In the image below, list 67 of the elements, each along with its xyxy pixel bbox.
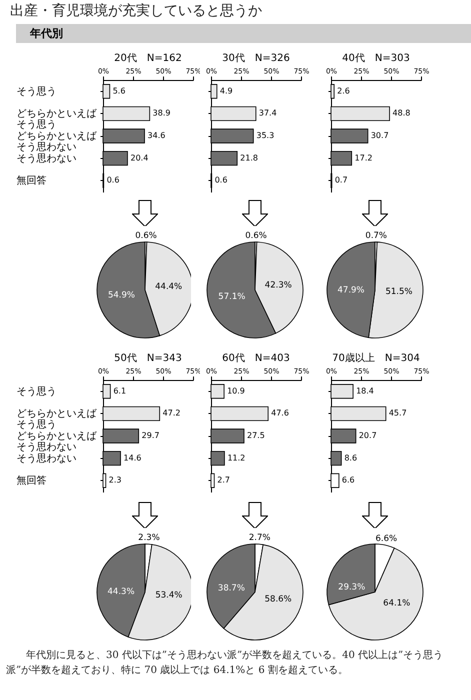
data-label: 6.6% bbox=[376, 534, 398, 544]
data-label: 5.6 bbox=[112, 86, 126, 96]
data-label: 38.7% bbox=[218, 584, 245, 594]
data-label: 44.4% bbox=[155, 282, 182, 292]
data-label: 0.7% bbox=[365, 231, 388, 242]
y-tick-label: そう思う bbox=[16, 386, 56, 398]
data-label: 54.9% bbox=[108, 290, 135, 301]
data-label: 44.3% bbox=[108, 587, 135, 598]
data-label: 57.1% bbox=[218, 292, 246, 302]
data-label: 14.6 bbox=[124, 453, 142, 462]
chart-title: 70歳以上 N=304 bbox=[332, 352, 420, 364]
data-label: 37.4 bbox=[258, 108, 277, 118]
data-label: 2.3% bbox=[138, 533, 160, 544]
data-label: 30.7 bbox=[370, 131, 389, 140]
data-label: 11.2 bbox=[227, 453, 246, 462]
text: 年代別に見ると、30 代以下は”そう思わない派”が半数を超えている。40 代以上は”そう思う派”が半数を超えており、特に 70 歳以上では 64.1%と 6 割を超えている。 bbox=[5, 648, 444, 678]
data-label: 2.6 bbox=[337, 86, 350, 96]
data-label: 47.9% bbox=[338, 285, 365, 296]
data-label: 0.6 bbox=[106, 176, 120, 185]
data-label: 2.7% bbox=[248, 533, 270, 544]
y-tick-label: どちらかといえばそう思わない bbox=[16, 131, 98, 153]
text: 年代別 bbox=[16, 24, 471, 43]
y-tick-label: どちらかといえばそう思わない bbox=[16, 431, 98, 453]
y-tick-label: そう思わない bbox=[16, 453, 76, 464]
data-label: 18.4 bbox=[356, 386, 374, 396]
data-label: 58.6% bbox=[264, 594, 292, 604]
data-label: 27.5 bbox=[247, 431, 265, 440]
data-label: 10.9 bbox=[227, 386, 245, 396]
data-label: 2.7 bbox=[217, 476, 230, 485]
y-tick-label: どちらかといえばそう思う bbox=[16, 108, 98, 131]
data-label: 0.6% bbox=[135, 231, 157, 242]
data-label: 45.7 bbox=[388, 408, 407, 418]
data-label: 6.6 bbox=[342, 476, 355, 485]
text: 出産・育児環境が充実していると思うか bbox=[9, 2, 263, 20]
data-label: 0.6% bbox=[245, 231, 267, 242]
data-label: 8.6 bbox=[344, 453, 358, 462]
data-label: 51.5% bbox=[385, 287, 412, 298]
data-label: 0.7 bbox=[334, 176, 348, 185]
data-label: 34.6 bbox=[148, 131, 166, 140]
y-tick-label: 無回答 bbox=[16, 174, 46, 187]
data-label: 4.9 bbox=[220, 86, 233, 96]
data-label: 64.1% bbox=[383, 598, 410, 608]
data-label: 17.2 bbox=[354, 153, 372, 162]
data-label: 42.3% bbox=[264, 280, 292, 290]
data-label: 48.8 bbox=[392, 108, 410, 118]
data-label: 20.7 bbox=[358, 431, 377, 440]
chart-title: 40代 N=303 bbox=[342, 53, 410, 64]
data-label: 38.9 bbox=[152, 108, 170, 118]
y-tick-label: 無回答 bbox=[16, 474, 46, 487]
data-label: 47.2 bbox=[162, 408, 180, 418]
data-label: 47.6 bbox=[271, 408, 289, 418]
data-label: 29.3% bbox=[338, 582, 366, 592]
data-label: 20.4 bbox=[130, 153, 148, 162]
y-tick-label: そう思う bbox=[16, 86, 56, 98]
data-label: 53.4% bbox=[155, 590, 182, 601]
data-label: 21.8 bbox=[240, 153, 258, 162]
data-label: 35.3 bbox=[256, 131, 274, 140]
data-label: 2.3 bbox=[108, 476, 122, 485]
chart-title: 20代 N=162 bbox=[114, 53, 182, 64]
chart-title: 50代 N=343 bbox=[114, 353, 182, 364]
chart-title: 30代 N=326 bbox=[222, 53, 290, 64]
data-label: 29.7 bbox=[142, 431, 160, 440]
data-label: 6.1 bbox=[113, 386, 126, 396]
y-tick-label: そう思わない bbox=[16, 153, 76, 164]
y-tick-label: どちらかといえばそう思う bbox=[16, 408, 98, 431]
chart-title: 60代 N=403 bbox=[222, 353, 290, 364]
data-label: 0.6 bbox=[214, 176, 228, 185]
